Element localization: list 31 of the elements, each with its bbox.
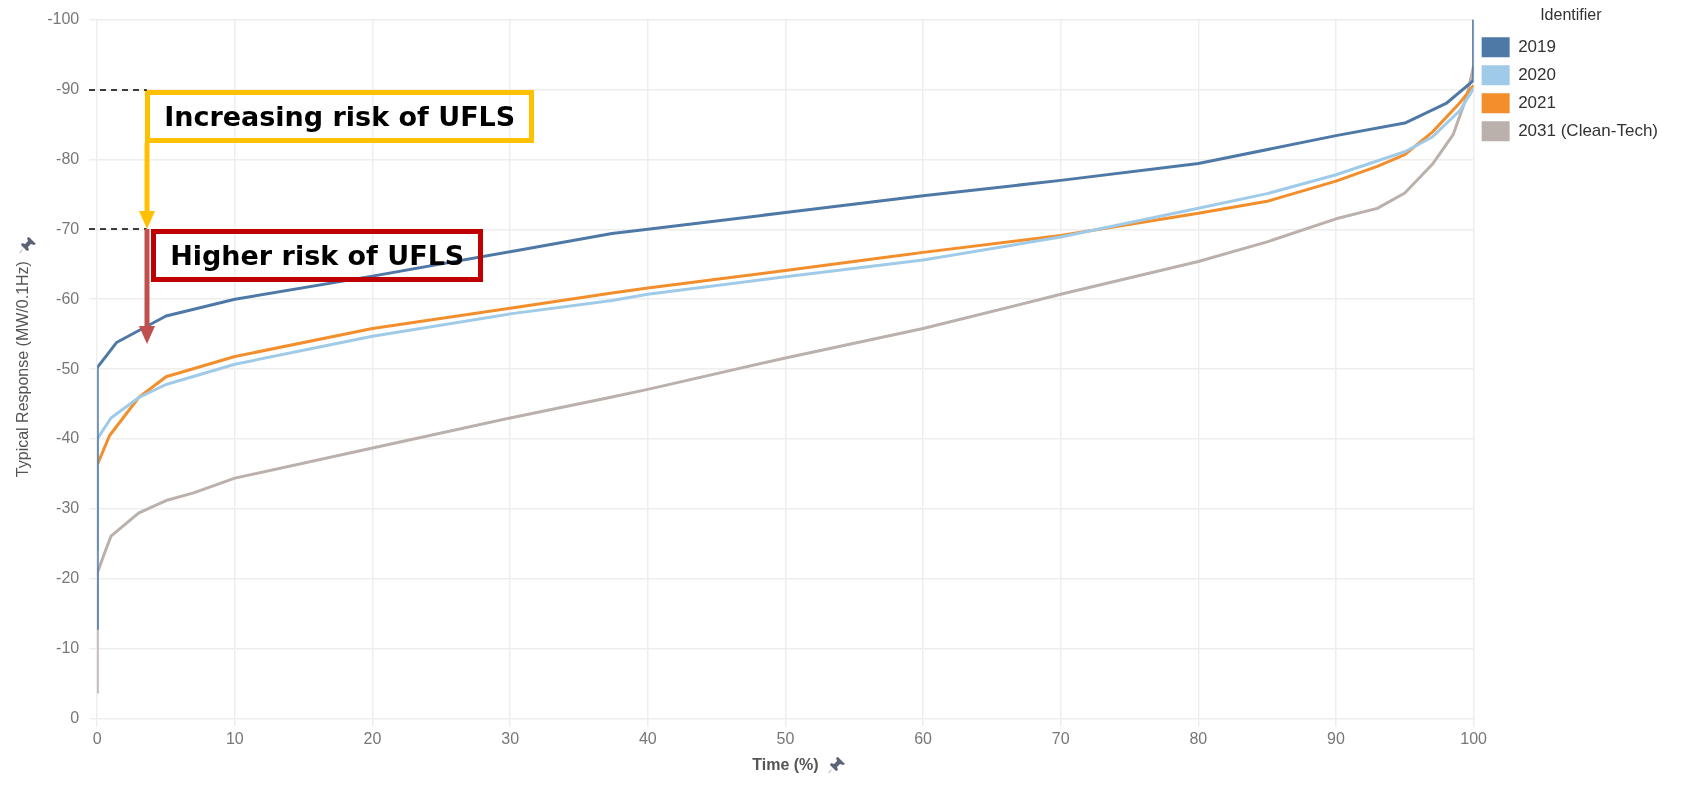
x-tick-label: 80: [1189, 729, 1208, 747]
y-tick-label: -30: [56, 499, 80, 517]
y-axis-title: Typical Response (MW/0.1Hz): [14, 261, 32, 478]
y-tick-label: -100: [47, 10, 80, 28]
annotation: Increasing risk of UFLS: [145, 89, 535, 143]
x-tick-label: 30: [501, 729, 520, 747]
y-tick-label: -50: [56, 359, 80, 377]
x-tick-label: 0: [92, 729, 102, 747]
y-tick-label: -70: [56, 219, 80, 237]
y-tick-label: -90: [56, 79, 80, 97]
y-tick-label: 0: [70, 709, 80, 727]
x-tick-label: 10: [225, 729, 244, 747]
x-tick-label: 20: [363, 729, 382, 747]
legend-label: 2020: [1518, 64, 1556, 84]
y-tick-label: -20: [56, 569, 80, 587]
x-tick-label: 40: [638, 729, 657, 747]
legend-label: 2021: [1518, 92, 1556, 112]
x-tick-label: 60: [914, 729, 933, 747]
x-tick-label: 70: [1051, 729, 1070, 747]
y-tick-label: -60: [56, 289, 80, 307]
x-axis-title: Time (%): [752, 755, 819, 773]
legend-label: 2019: [1518, 36, 1556, 56]
legend-label: 2031 (Clean-Tech): [1518, 120, 1659, 140]
y-tick-label: -80: [56, 149, 80, 167]
y-tick-label: -10: [56, 639, 80, 657]
legend-title: Identifier: [1540, 6, 1603, 24]
x-tick-label: 100: [1460, 729, 1488, 747]
annotation: Higher risk of UFLS: [151, 229, 484, 283]
x-tick-label: 90: [1327, 729, 1346, 747]
y-tick-label: -40: [56, 429, 80, 447]
x-tick-label: 50: [776, 729, 795, 747]
